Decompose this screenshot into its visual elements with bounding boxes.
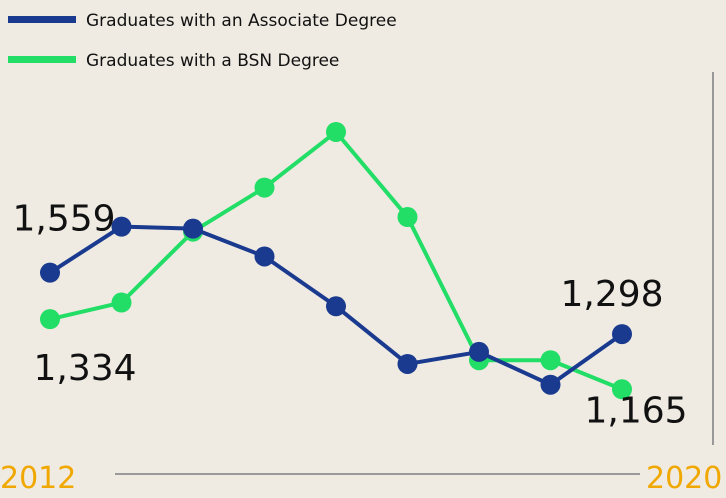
data-point-bsn-2015 [254, 177, 275, 198]
data-point-associate-2017 [397, 353, 418, 374]
data-point-associate-2016 [326, 296, 346, 317]
data-label-bsn-2020: 1,165 [584, 390, 687, 431]
legend-item-associate: Graduates with an Associate Degree [8, 11, 397, 31]
legend-swatch-associate [8, 16, 76, 23]
data-point-bsn-2020 [612, 379, 632, 400]
legend-item-bsn: Graduates with a BSN Degree [8, 51, 339, 71]
data-point-bsn-2016 [326, 121, 346, 142]
x-tick-label-end: 2020 [646, 461, 722, 496]
series-associate [40, 216, 632, 395]
legend-label-associate: Graduates with an Associate Degree [86, 11, 397, 31]
data-label-associate-2020: 1,298 [560, 274, 663, 315]
data-label-layer: 1,559 1,334 1,298 1,165 [12, 199, 687, 432]
data-label-associate-2012: 1,559 [12, 199, 115, 240]
data-point-bsn-2012 [40, 309, 60, 330]
data-point-associate-2020 [612, 324, 632, 345]
data-point-associate-2012 [40, 262, 60, 283]
data-point-bsn-2017 [397, 207, 418, 228]
data-point-associate-2015 [254, 246, 275, 267]
data-point-bsn-2013 [111, 292, 132, 313]
data-point-associate-2014 [183, 218, 203, 239]
series-layer [40, 121, 632, 400]
data-point-associate-2013 [111, 216, 132, 237]
data-point-associate-2018 [469, 341, 489, 362]
x-tick-label-start: 2012 [0, 461, 76, 496]
data-label-bsn-2012: 1,334 [33, 348, 136, 389]
legend: Graduates with an Associate Degree Gradu… [8, 11, 397, 71]
data-point-bsn-2019 [540, 350, 561, 371]
legend-swatch-bsn [8, 56, 76, 63]
data-point-associate-2019 [540, 374, 561, 395]
legend-label-bsn: Graduates with a BSN Degree [86, 51, 339, 71]
